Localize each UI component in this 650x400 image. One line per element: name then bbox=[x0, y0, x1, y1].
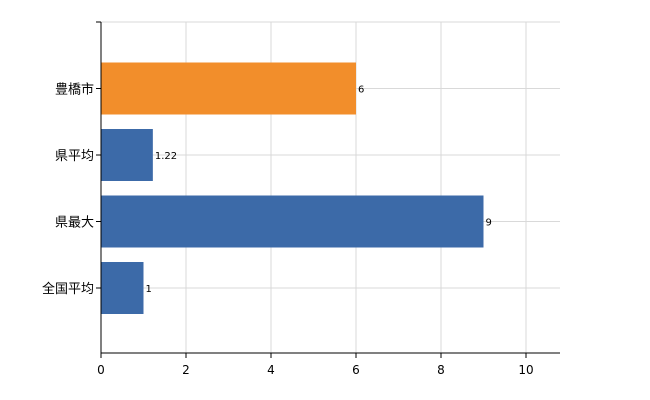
x-tick-label-1: 2 bbox=[182, 363, 190, 377]
data-label-0: 6 bbox=[358, 85, 364, 96]
x-tick-label-3: 6 bbox=[352, 363, 360, 377]
bar-layer bbox=[101, 62, 484, 314]
x-tick-label-2: 4 bbox=[267, 363, 275, 377]
bar-3 bbox=[101, 262, 144, 314]
bar-1 bbox=[101, 129, 153, 181]
data-label-1: 1.22 bbox=[155, 151, 177, 162]
x-tick-label-4: 8 bbox=[437, 363, 445, 377]
data-label-2: 9 bbox=[486, 218, 492, 229]
category-label-2: 県最大 bbox=[55, 216, 94, 231]
data-label-3: 1 bbox=[146, 284, 152, 295]
axis-layer bbox=[96, 21, 560, 358]
category-label-0: 豊橋市 bbox=[55, 82, 94, 98]
category-label-3: 全国平均 bbox=[42, 281, 94, 297]
category-label-1: 県平均 bbox=[55, 149, 94, 164]
label-layer: 6 豊橋市 1.22 県平均 9 県最大 1 全国平均 0 2 4 6 8 10 bbox=[42, 82, 534, 378]
x-tick-label-0: 0 bbox=[97, 363, 105, 377]
bar-0 bbox=[101, 62, 356, 115]
bar-2 bbox=[101, 195, 484, 248]
x-tick-label-5: 10 bbox=[518, 363, 533, 377]
